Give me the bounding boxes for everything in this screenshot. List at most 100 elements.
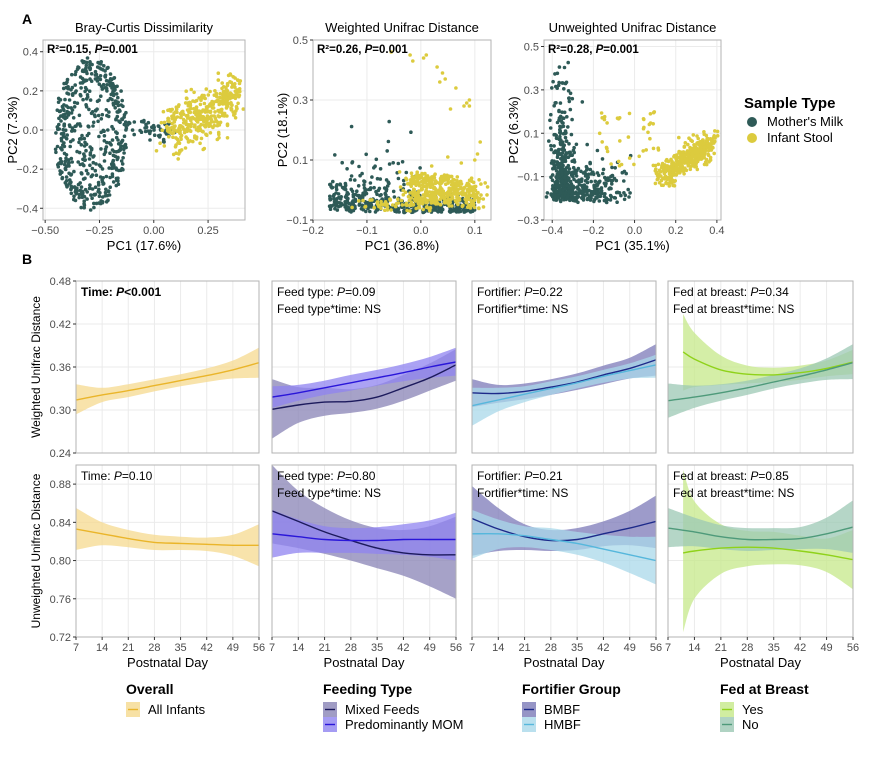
plot-border — [471, 280, 657, 454]
data-point — [413, 193, 418, 197]
data-point — [188, 110, 193, 115]
p-label: P — [524, 285, 532, 299]
y-axis-label: Unweighted Unifrac Distance — [29, 473, 43, 628]
data-point — [198, 112, 202, 116]
data-point — [64, 156, 68, 161]
data-point — [357, 193, 361, 198]
points — [544, 60, 720, 205]
data-point — [385, 184, 390, 188]
data-point — [178, 115, 183, 120]
data-point — [199, 136, 204, 141]
data-point — [410, 174, 415, 179]
data-point — [88, 208, 93, 212]
data-point — [602, 181, 607, 186]
data-point — [158, 133, 162, 138]
data-point — [404, 177, 409, 182]
data-point — [64, 179, 69, 183]
legend-item-label: Infant Stool — [767, 130, 833, 145]
data-point — [565, 115, 569, 119]
data-point — [116, 95, 120, 100]
data-point — [574, 142, 579, 147]
data-point — [340, 202, 345, 207]
data-point — [678, 162, 682, 167]
data-point — [181, 112, 186, 116]
x-axis-label: PC1 (36.8%) — [365, 238, 439, 253]
y-tick-label: 0.30 — [50, 405, 71, 417]
data-point — [118, 120, 122, 125]
data-point — [442, 176, 446, 181]
data-point — [104, 86, 109, 91]
data-point — [580, 190, 584, 195]
data-point — [663, 174, 668, 179]
data-point — [224, 106, 229, 110]
annotation-prefix: Fed at breast: — [673, 469, 750, 483]
stats-annotation: Feed type: P=0.09 — [277, 285, 376, 299]
x-tick-label: 21 — [518, 642, 530, 654]
data-point — [85, 56, 90, 60]
data-point — [72, 128, 77, 133]
data-point — [598, 179, 602, 184]
data-point — [202, 108, 207, 112]
data-point — [693, 158, 698, 162]
data-point — [632, 162, 636, 167]
data-point — [353, 204, 357, 208]
data-point — [198, 127, 202, 131]
data-point — [616, 159, 621, 164]
y-tick-label: −0.1 — [517, 172, 539, 184]
data-point — [407, 198, 412, 203]
data-point — [88, 145, 92, 149]
data-point — [702, 141, 706, 146]
data-point — [209, 117, 214, 122]
data-point — [405, 208, 409, 213]
data-point — [432, 174, 436, 178]
data-point — [446, 200, 451, 205]
data-point — [455, 179, 459, 183]
data-point — [568, 179, 573, 184]
data-point — [576, 195, 581, 199]
r2-text: R²=0.15, — [47, 44, 95, 56]
data-point — [143, 129, 148, 134]
data-point — [428, 177, 433, 181]
data-point — [423, 184, 428, 189]
data-point — [563, 81, 568, 86]
data-point — [362, 179, 366, 183]
legend-title: Sample Type — [744, 95, 835, 112]
data-point — [711, 146, 715, 150]
interaction-annotation: Feed type*time: NS — [277, 302, 381, 316]
x-tick-label: 49 — [424, 642, 436, 654]
data-point — [458, 209, 463, 214]
data-point — [61, 132, 65, 136]
data-point — [599, 191, 603, 195]
data-point — [567, 176, 571, 180]
data-point — [89, 193, 93, 197]
data-point — [88, 151, 93, 155]
data-point — [395, 207, 400, 212]
data-point — [174, 136, 178, 140]
data-point — [600, 157, 605, 161]
data-point — [456, 187, 461, 192]
data-point — [55, 144, 60, 149]
data-point — [357, 164, 361, 169]
data-point — [114, 92, 119, 96]
stats-annotation: Fed at breast: P=0.34 — [673, 285, 789, 299]
x-tick-label: 7 — [269, 642, 275, 654]
data-point — [119, 89, 123, 93]
data-point — [167, 134, 171, 139]
data-point — [85, 197, 89, 201]
data-point — [605, 121, 609, 125]
data-point — [429, 200, 434, 204]
data-point — [228, 80, 232, 84]
data-point — [110, 138, 115, 142]
data-point — [597, 194, 601, 199]
data-point — [413, 198, 418, 203]
x-axis-label: Postnatal Day — [127, 655, 208, 670]
data-point — [173, 117, 177, 122]
data-point — [667, 184, 672, 188]
data-point — [160, 128, 165, 132]
trend-line-bmbf — [472, 359, 656, 395]
data-point — [100, 178, 104, 182]
data-point — [417, 205, 422, 210]
data-point — [473, 158, 477, 162]
